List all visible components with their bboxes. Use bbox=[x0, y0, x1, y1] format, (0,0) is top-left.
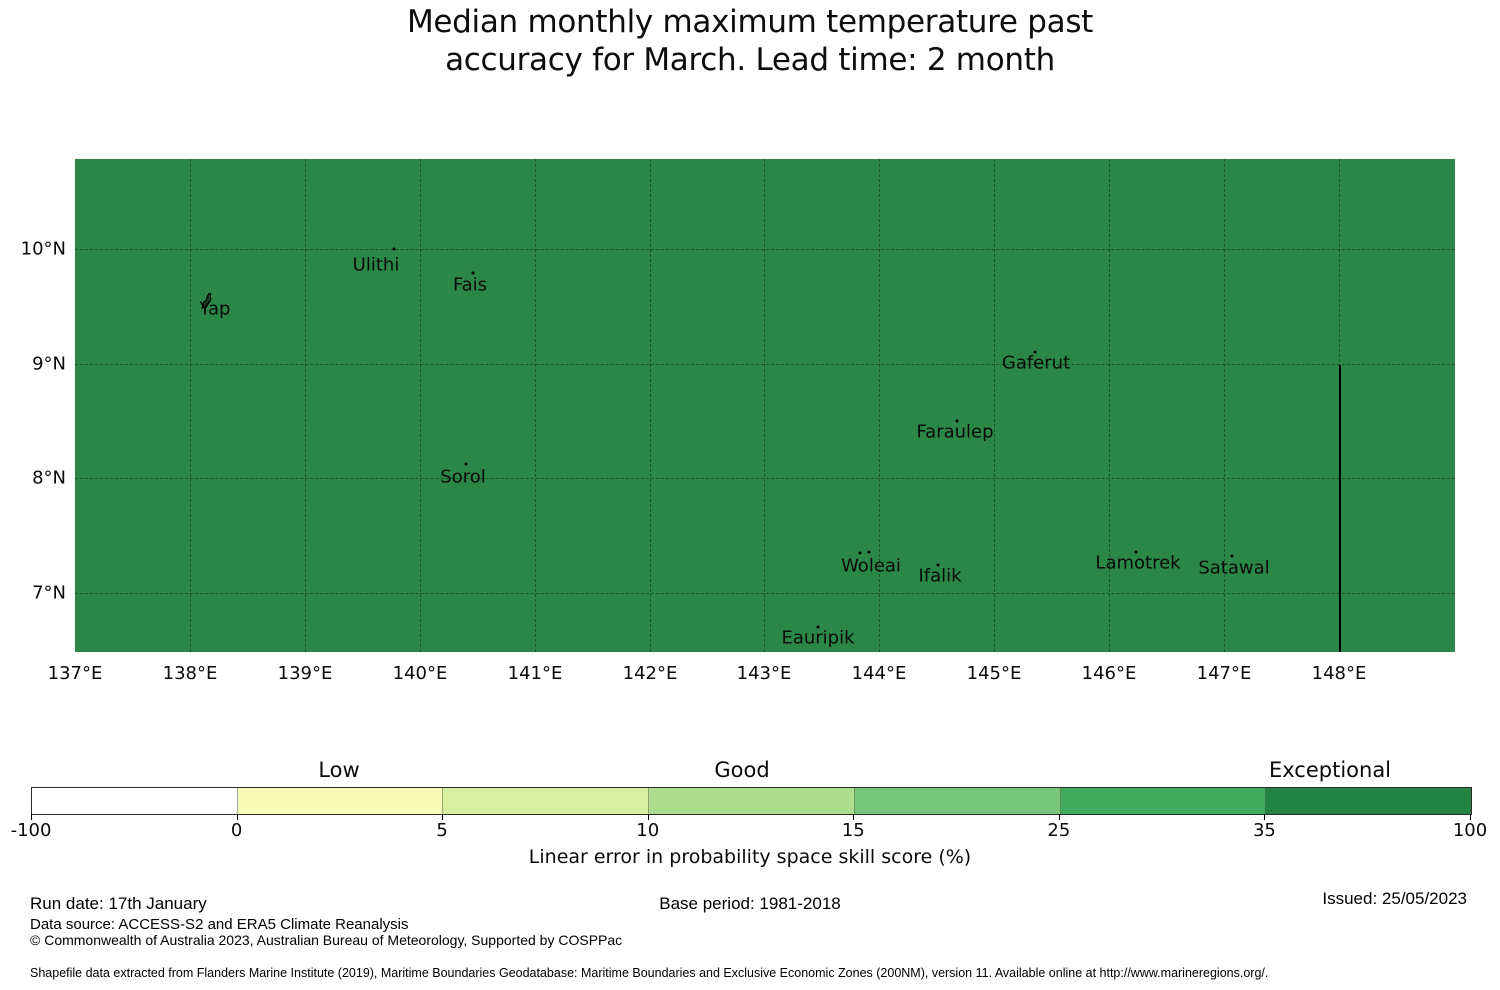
map-area: Yap Ulithi Fais Sorol Gaferut Faraulep Woleai I… bbox=[75, 159, 1455, 652]
x-tick-label: 146°E bbox=[1081, 663, 1137, 684]
island-label-lamotrek: Lamotrek bbox=[1095, 552, 1181, 574]
longitude-gridline bbox=[535, 159, 536, 652]
base-period-text: Base period: 1981-2018 bbox=[659, 894, 841, 913]
colorbar-tick-label: 35 bbox=[1252, 820, 1276, 841]
colorbar-tick-label: 100 bbox=[1452, 820, 1488, 841]
colorbar-category-label-exceptional: Exceptional bbox=[1268, 758, 1392, 782]
island-label-woleai: Woleai bbox=[841, 555, 901, 577]
island-label-sorol: Sorol bbox=[440, 466, 486, 488]
copyright-text: © Commonwealth of Australia 2023, Austra… bbox=[30, 932, 623, 948]
colorbar-category-label-low: Low bbox=[318, 758, 360, 782]
x-tick-label: 148°E bbox=[1311, 663, 1367, 684]
longitude-gridline bbox=[764, 159, 765, 652]
colorbar-tick bbox=[236, 814, 238, 820]
island-marker-sorol bbox=[464, 462, 468, 466]
colorbar-segment bbox=[854, 788, 1061, 814]
data-source-text: Data source: ACCESS-S2 and ERA5 Climate … bbox=[30, 916, 409, 933]
longitude-gridline bbox=[420, 159, 421, 652]
shapefile-attribution-text: Shapefile data extracted from Flanders M… bbox=[30, 966, 1269, 980]
issued-date-text: Issued: 25/05/2023 bbox=[1322, 889, 1467, 908]
island-marker-fais bbox=[471, 271, 475, 275]
island-marker-woleai bbox=[867, 550, 871, 554]
x-tick-label: 138°E bbox=[162, 663, 218, 684]
y-tick-label: 10°N bbox=[20, 238, 66, 260]
eez-boundary-line bbox=[1339, 365, 1341, 652]
colorbar-segment bbox=[649, 788, 855, 814]
latitude-gridline bbox=[75, 364, 1455, 365]
colorbar-tick bbox=[853, 814, 855, 820]
colorbar-segment bbox=[1060, 788, 1267, 814]
island-marker-satawal bbox=[1230, 554, 1234, 558]
colorbar-tick bbox=[647, 814, 649, 820]
colorbar-axis-label: Linear error in probability space skill … bbox=[528, 846, 972, 868]
latitude-gridline bbox=[75, 249, 1455, 250]
x-tick-label: 137°E bbox=[47, 663, 103, 684]
x-tick-label: 145°E bbox=[966, 663, 1022, 684]
x-tick-label: 144°E bbox=[851, 663, 907, 684]
x-tick-label: 142°E bbox=[622, 663, 678, 684]
island-label-faraulep: Faraulep bbox=[916, 421, 994, 443]
longitude-gridline bbox=[1109, 159, 1110, 652]
yap-island-outline bbox=[201, 292, 212, 309]
longitude-gridline bbox=[305, 159, 306, 652]
colorbar-tick bbox=[442, 814, 444, 820]
longitude-gridline bbox=[1224, 159, 1225, 652]
y-tick-label: 8°N bbox=[32, 467, 66, 489]
colorbar-tick bbox=[1058, 814, 1060, 820]
island-label-gaferut: Gaferut bbox=[1001, 352, 1071, 374]
colorbar-tick bbox=[1264, 814, 1266, 820]
colorbar-category-label-good: Good bbox=[714, 758, 770, 782]
x-tick-label: 141°E bbox=[507, 663, 563, 684]
x-tick-label: 140°E bbox=[392, 663, 448, 684]
x-tick-label: 147°E bbox=[1196, 663, 1252, 684]
island-label-ifalik: Ifalik bbox=[918, 565, 962, 587]
colorbar-segment bbox=[32, 788, 238, 814]
colorbar-tick bbox=[31, 814, 32, 820]
colorbar-tick-label: 0 bbox=[230, 820, 243, 841]
latitude-gridline bbox=[75, 593, 1455, 594]
colorbar-tick bbox=[1470, 814, 1471, 820]
island-label-fais: Fais bbox=[452, 274, 488, 296]
island-marker-woleai bbox=[858, 551, 862, 555]
island-marker-faraulep bbox=[955, 419, 959, 423]
colorbar-tick-label: 10 bbox=[636, 820, 660, 841]
colorbar-tick-label: 25 bbox=[1047, 820, 1071, 841]
figure-title-line2: accuracy for March. Lead time: 2 month bbox=[445, 42, 1055, 78]
x-tick-label: 143°E bbox=[736, 663, 792, 684]
island-marker-ulithi bbox=[392, 247, 396, 251]
longitude-gridline bbox=[994, 159, 995, 652]
island-marker-gaferut bbox=[1033, 350, 1037, 354]
run-date-text: Run date: 17th January bbox=[30, 894, 207, 913]
longitude-gridline bbox=[650, 159, 651, 652]
colorbar-segment bbox=[1266, 788, 1472, 814]
figure-title: Median monthly maximum temperature past … bbox=[0, 3, 1500, 79]
island-marker-eauripik bbox=[816, 625, 820, 629]
colorbar-tick-label: 5 bbox=[436, 820, 448, 841]
island-marker-ifalik bbox=[936, 563, 940, 567]
y-tick-label: 9°N bbox=[32, 353, 66, 375]
latitude-gridline bbox=[75, 478, 1455, 479]
colorbar-tick-label: -100 bbox=[10, 820, 52, 841]
colorbar-segment bbox=[443, 788, 650, 814]
colorbar-tick-label: 15 bbox=[841, 820, 865, 841]
colorbar-segment bbox=[237, 788, 444, 814]
longitude-gridline bbox=[879, 159, 880, 652]
island-label-eauripik: Eauripik bbox=[781, 627, 855, 649]
y-tick-label: 7°N bbox=[32, 582, 66, 604]
longitude-gridline bbox=[190, 159, 191, 652]
x-tick-label: 139°E bbox=[277, 663, 333, 684]
figure-title-line1: Median monthly maximum temperature past bbox=[406, 4, 1094, 40]
island-label-ulithi: Ulithi bbox=[352, 254, 400, 276]
island-label-satawal: Satawal bbox=[1198, 557, 1270, 579]
colorbar bbox=[31, 787, 1472, 815]
island-marker-lamotrek bbox=[1134, 550, 1138, 554]
